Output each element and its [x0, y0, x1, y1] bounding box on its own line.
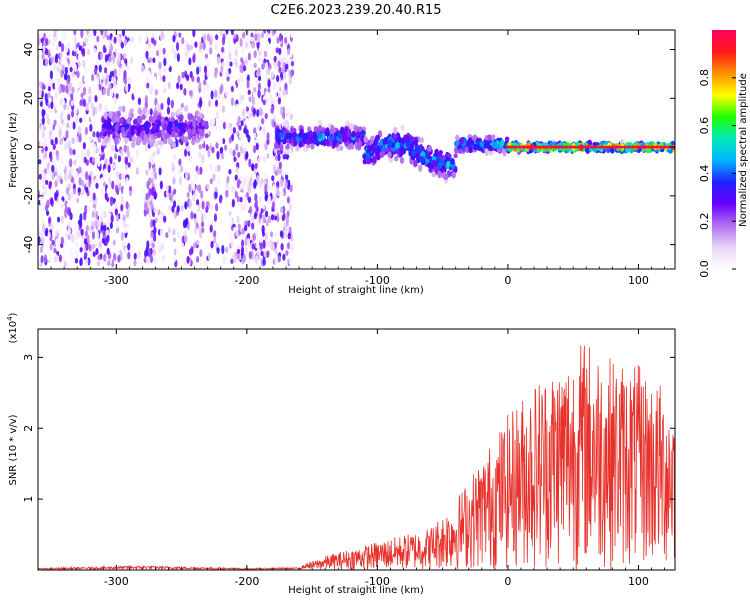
y-tick-label: 2	[22, 425, 35, 432]
spectrogram-y-label: Frequency (Hz)	[8, 112, 19, 188]
colorbar-label: Normalized spectral amplitude	[738, 73, 749, 227]
y-tick-label: 1	[22, 496, 35, 503]
snr-series-line	[38, 345, 675, 570]
x-tick-label: 100	[628, 575, 649, 588]
colorbar-tick-label: 0.6	[698, 117, 711, 135]
spectrogram-heatmap	[38, 30, 675, 269]
x-tick-label: -100	[365, 575, 390, 588]
x-tick-label: -300	[104, 575, 129, 588]
colorbar-tick-label: 0.2	[698, 212, 711, 230]
y-tick-label: -40	[22, 236, 35, 254]
x-tick-label: 0	[504, 575, 511, 588]
colorbar-tick-label: 0.8	[698, 69, 711, 87]
spectrogram-x-label: Height of straight line (km)	[288, 285, 424, 296]
x-tick-label: -200	[234, 274, 259, 287]
y-tick-label: 20	[22, 91, 35, 105]
colorbar-tick-label: 0.0	[698, 260, 711, 278]
snr-y-label: SNR (10 * v/v)	[8, 414, 19, 485]
colorbar-gradient	[712, 30, 736, 269]
snr-y-scale-factor: (x104)	[6, 312, 19, 343]
colorbar-ticks: 0.0 0.2 0.4 0.6 0.8	[698, 69, 736, 278]
y-tick-label: -20	[22, 187, 35, 205]
y-tick-label: 0	[22, 144, 35, 151]
figure-title: C2E6.2023.239.20.40.R15	[270, 3, 441, 18]
snr-frame	[37, 328, 676, 571]
x-tick-label: -200	[234, 575, 259, 588]
colorbar: 0.0 0.2 0.4 0.6 0.8 Normalized spectral ampl…	[698, 30, 749, 278]
x-tick-label: -100	[365, 274, 390, 287]
x-tick-label: 0	[504, 274, 511, 287]
y-tick-label: 3	[22, 354, 35, 361]
spectrogram-frame	[37, 29, 676, 270]
colorbar-tick-label: 0.4	[698, 165, 711, 183]
x-tick-label: -300	[104, 274, 129, 287]
snr-ticks: -300 -200 -100 0 100 1 2 3	[22, 329, 675, 588]
snr-x-label: Height of straight line (km)	[288, 585, 424, 596]
snr-panel: -300 -200 -100 0 100 1 2 3 Height of straight l…	[6, 312, 676, 596]
y-tick-label: 40	[22, 43, 35, 57]
x-tick-label: 100	[628, 274, 649, 287]
